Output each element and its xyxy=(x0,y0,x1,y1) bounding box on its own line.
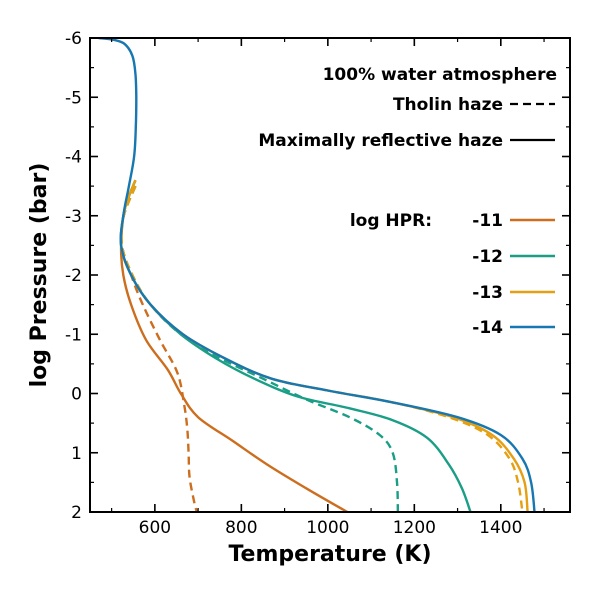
legend-title: 100% water atmosphere xyxy=(323,65,557,85)
y-tick-label--2: -2 xyxy=(65,266,82,286)
y-tick-label--3: -3 xyxy=(65,207,82,227)
x-tick-label-600: 600 xyxy=(139,518,171,538)
x-tick-label-1000: 1000 xyxy=(306,518,349,538)
x-tick-label-1400: 1400 xyxy=(479,518,522,538)
series-hpr-14-maximally-reflective xyxy=(98,38,536,512)
legend: 100% water atmosphere Tholin haze Maxima… xyxy=(258,65,557,338)
series-hpr-11-tholin xyxy=(120,185,198,512)
x-tick-label-1200: 1200 xyxy=(393,518,436,538)
ticks-layer: 600 800 1000 1200 1400 -6 -5 -4 -3 -2 -1 0 1 2 xyxy=(65,29,570,538)
series-hpr-13-maximally-reflective xyxy=(119,179,529,512)
legend-hpr-prefix: log HPR: xyxy=(350,211,432,231)
y-tick-label--1: -1 xyxy=(65,325,82,345)
y-tick-label-1: 1 xyxy=(71,444,82,464)
legend-hpr-14-label: -14 xyxy=(472,318,503,338)
legend-style-tholin-label: Tholin haze xyxy=(393,95,503,115)
legend-hpr-11-label: -11 xyxy=(472,211,503,231)
series-hpr-13-tholin xyxy=(120,185,524,512)
y-tick-label--4: -4 xyxy=(65,148,82,168)
x-tick-label-800: 800 xyxy=(225,518,257,538)
y-axis-title: log Pressure (bar) xyxy=(27,163,52,388)
y-tick-label--6: -6 xyxy=(65,29,82,49)
y-tick-label-0: 0 xyxy=(71,385,82,405)
legend-hpr-13-label: -13 xyxy=(472,283,503,303)
x-axis-title: Temperature (K) xyxy=(228,542,431,567)
y-tick-label-2: 2 xyxy=(71,503,82,523)
series-hpr-11-maximally-reflective xyxy=(119,179,348,512)
legend-hpr-12-label: -12 xyxy=(472,247,503,267)
y-tick-label--5: -5 xyxy=(65,88,82,108)
legend-style-reflective-label: Maximally reflective haze xyxy=(258,131,503,151)
series-layer xyxy=(98,38,536,512)
series-hpr-12-tholin xyxy=(120,185,400,512)
